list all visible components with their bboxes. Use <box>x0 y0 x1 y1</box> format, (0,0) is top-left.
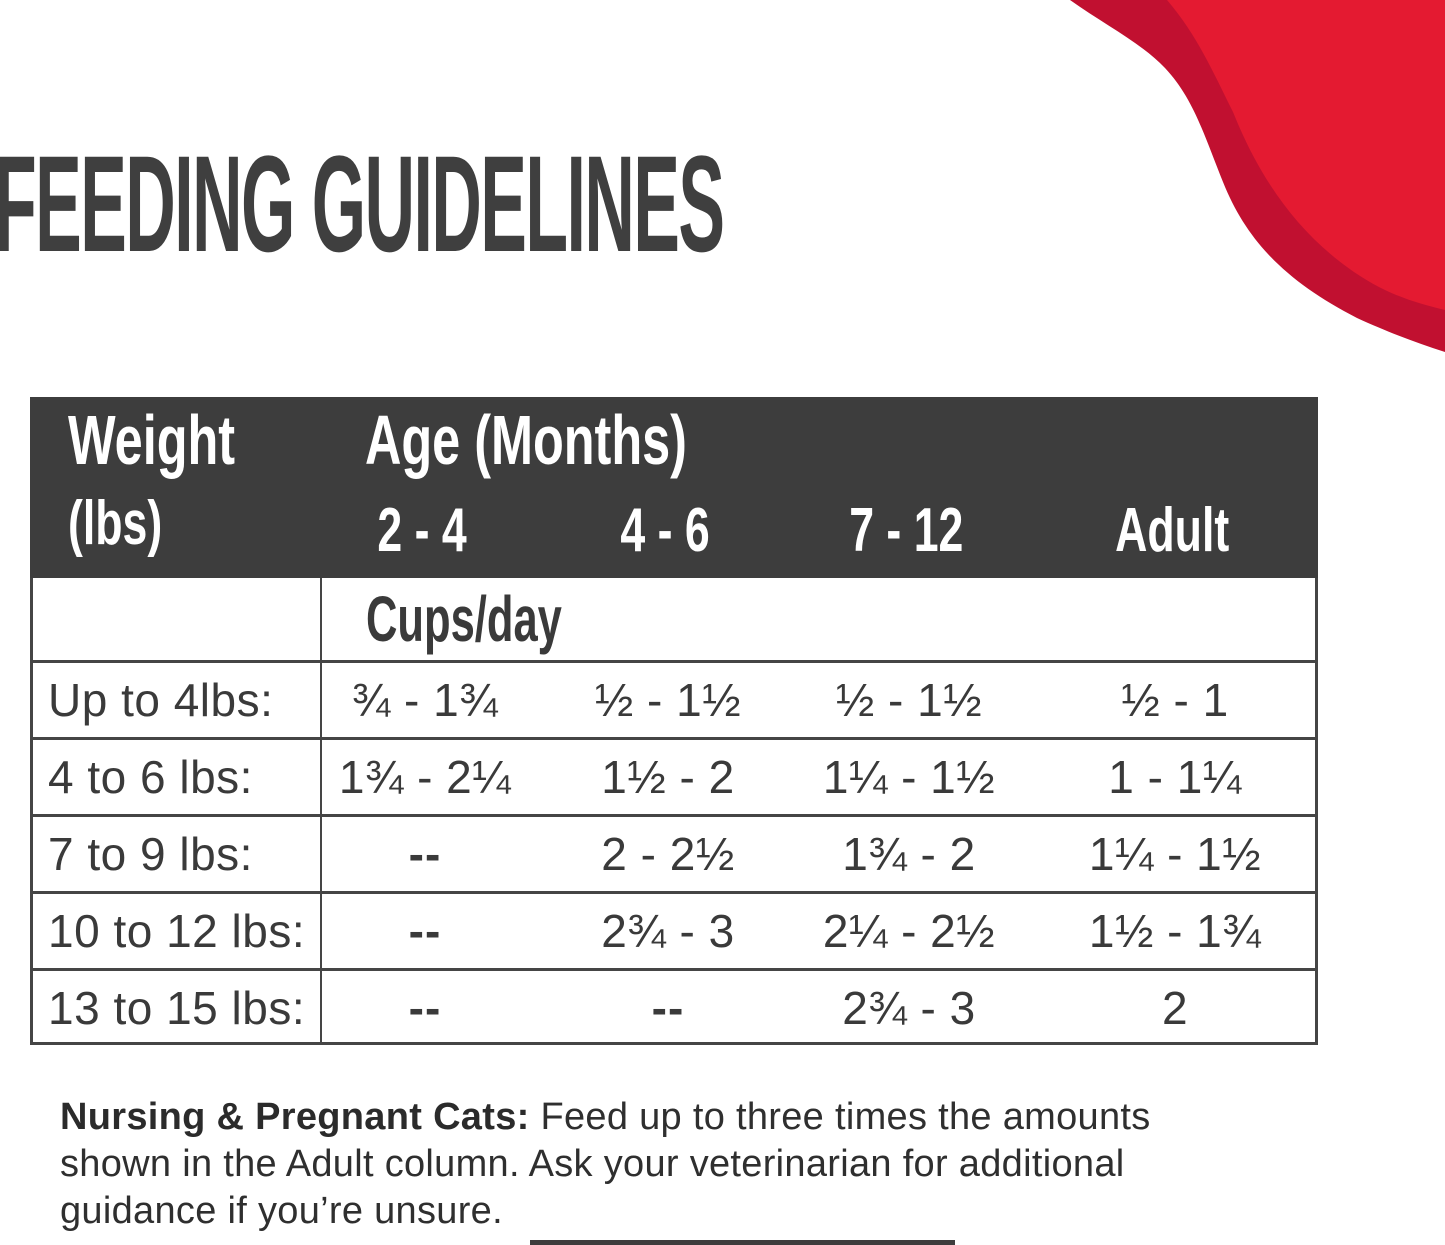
cups-value: 1 - 1¼ <box>1108 751 1242 803</box>
cups-value: 2 - 2½ <box>601 828 735 880</box>
cups-value-empty: -- <box>651 982 685 1034</box>
cups-value: 2 <box>1161 982 1189 1034</box>
weight-range-label: 7 to 9 lbs: <box>48 828 253 880</box>
age-column-2-4: 2 - 4 <box>377 496 467 565</box>
feeding-table-body: Cups/day Up to 4lbs: ¾ - 1¾ ½ - 1½ ½ - 1… <box>30 578 1318 1045</box>
table-row: 10 to 12 lbs: -- 2¾ - 3 2¼ - 2½ 1½ - 1¾ <box>33 891 1315 968</box>
cups-value: 2¾ - 3 <box>842 982 976 1034</box>
weight-unit-label: (lbs) <box>68 489 163 558</box>
age-column-7-12: 7 - 12 <box>848 496 964 565</box>
feeding-table: Weight (lbs) Age (Months) 2 - 4 4 - 6 7 … <box>30 397 1318 1045</box>
weight-range-label: 10 to 12 lbs: <box>48 905 306 957</box>
weight-range-label: 4 to 6 lbs: <box>48 751 253 803</box>
weight-range-label: Up to 4lbs: <box>48 674 274 726</box>
nursing-pregnant-note: Nursing & Pregnant Cats: Feed up to thre… <box>60 1094 1410 1235</box>
cups-value: ¾ - 1¾ <box>351 674 499 726</box>
table-row: 13 to 15 lbs: -- -- 2¾ - 3 2 <box>33 968 1315 1045</box>
cups-value: 1½ - 1¾ <box>1088 905 1262 957</box>
units-label: Cups/day <box>366 583 562 655</box>
cups-value: 1¼ - 1½ <box>1088 828 1262 880</box>
note-bold-label: Nursing & Pregnant Cats: <box>60 1096 530 1138</box>
cups-value: ½ - 1½ <box>594 674 742 726</box>
cups-value: ½ - 1½ <box>835 674 983 726</box>
table-row: Up to 4lbs: ¾ - 1¾ ½ - 1½ ½ - 1½ ½ - 1 <box>33 660 1315 737</box>
cups-value: ½ - 1 <box>1121 674 1229 726</box>
weight-column-divider <box>320 578 322 1045</box>
age-group-header: Age (Months) <box>365 401 687 479</box>
page-title: FEEDING GUIDELINES <box>0 128 725 281</box>
cups-value: 1¾ - 2¼ <box>338 751 512 803</box>
cups-value: 1¾ - 2 <box>842 828 976 880</box>
table-row: 7 to 9 lbs: -- 2 - 2½ 1¾ - 2 1¼ - 1½ <box>33 814 1315 891</box>
feeding-table-header: Weight (lbs) Age (Months) 2 - 4 4 - 6 7 … <box>30 397 1318 578</box>
note-body-text: Feed up to three times the amounts shown… <box>60 1096 1151 1232</box>
cups-value: 1½ - 2 <box>601 751 735 803</box>
cups-value: 2¾ - 3 <box>601 905 735 957</box>
table-row: 4 to 6 lbs: 1¾ - 2¼ 1½ - 2 1¼ - 1½ 1 - 1… <box>33 737 1315 814</box>
age-column-adult: Adult <box>1114 496 1230 565</box>
weight-column-header: Weight <box>68 401 236 479</box>
units-row: Cups/day <box>33 578 1315 660</box>
next-section-bar-partial <box>530 1240 955 1245</box>
red-swoosh-decoration <box>1070 0 1445 352</box>
cups-value-empty: -- <box>408 982 442 1034</box>
cups-value-empty: -- <box>408 905 442 957</box>
cups-value-empty: -- <box>408 828 442 880</box>
weight-range-label: 13 to 15 lbs: <box>48 982 306 1034</box>
age-column-4-6: 4 - 6 <box>620 496 710 565</box>
cups-value: 2¼ - 2½ <box>822 905 996 957</box>
cups-value: 1¼ - 1½ <box>822 751 996 803</box>
